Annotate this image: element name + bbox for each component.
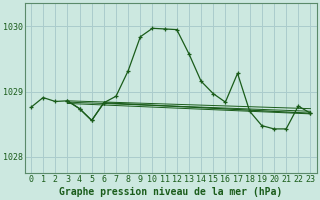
X-axis label: Graphe pression niveau de la mer (hPa): Graphe pression niveau de la mer (hPa): [59, 186, 282, 197]
